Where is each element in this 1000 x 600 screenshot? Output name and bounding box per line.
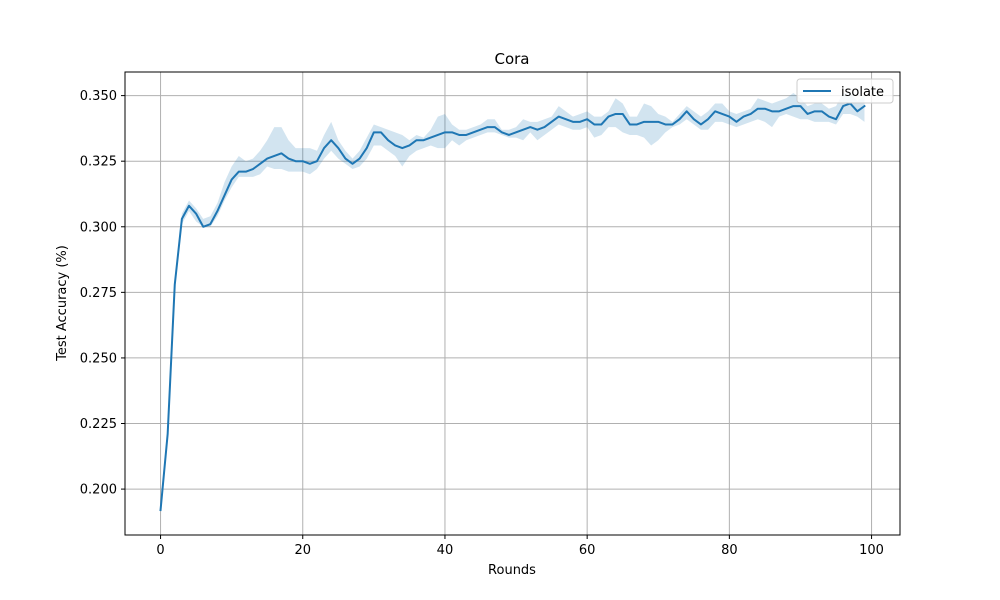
- y-tick-label: 0.200: [80, 483, 117, 498]
- chart-title: Cora: [494, 50, 529, 68]
- y-tick-label: 0.275: [80, 286, 117, 301]
- legend-label-isolate: isolate: [841, 85, 884, 100]
- x-tick-label: 20: [294, 543, 311, 558]
- x-tick-label: 80: [721, 543, 738, 558]
- y-axis-ticks: 0.200 0.225 0.250 0.275 0.300 0.325 0.350: [80, 89, 125, 498]
- x-tick-label: 100: [859, 543, 884, 558]
- series-line-layer: [159, 102, 866, 512]
- x-axis-label: Rounds: [488, 563, 536, 578]
- legend: isolate: [796, 78, 894, 104]
- plot-frame: [124, 71, 901, 536]
- y-tick-label: 0.225: [80, 417, 117, 432]
- y-tick-label: 0.325: [80, 155, 117, 170]
- x-axis-ticks: 0 20 40 60 80 100: [156, 535, 884, 558]
- x-tick-label: 60: [579, 543, 596, 558]
- y-tick-label: 0.250: [80, 351, 117, 366]
- y-axis-label: Test Accuracy (%): [55, 245, 70, 362]
- legend-box: [796, 78, 894, 104]
- y-tick-label: 0.300: [80, 220, 117, 235]
- y-tick-label: 0.350: [80, 89, 117, 104]
- x-tick-label: 40: [437, 543, 454, 558]
- x-tick-label: 0: [156, 543, 164, 558]
- grid-layer: [125, 72, 900, 535]
- series-line-isolate: [159, 102, 866, 512]
